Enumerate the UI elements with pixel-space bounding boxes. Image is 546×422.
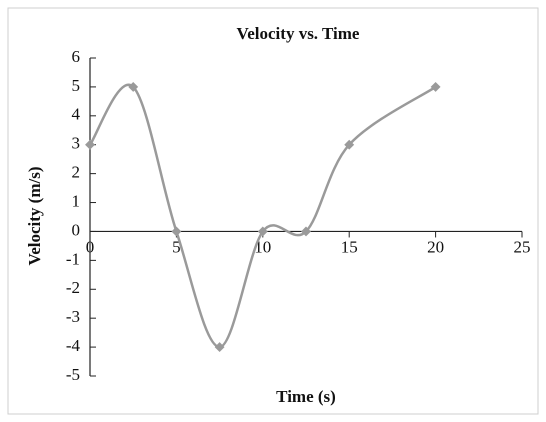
y-tick-label: -1 (66, 249, 80, 268)
marker (128, 81, 139, 92)
marker (301, 226, 311, 237)
y-tick-label: 6 (72, 47, 81, 66)
marker (171, 226, 182, 237)
y-tick-label: 5 (72, 76, 81, 95)
y-axis-label: Velocity (m/s) (25, 167, 44, 266)
x-tick-label: 25 (514, 237, 531, 256)
x-axis-label: Time (s) (276, 387, 336, 406)
chart-title: Velocity vs. Time (237, 24, 360, 43)
line (88, 83, 437, 349)
marker (344, 139, 355, 150)
y-tick-label: 4 (72, 105, 81, 124)
y-tick-label: 0 (72, 220, 81, 239)
y-tick-label: 1 (72, 191, 81, 210)
x-tick-label: 20 (427, 237, 444, 256)
y-tick-label: -3 (66, 307, 80, 326)
y-tick-label: -4 (66, 336, 81, 355)
y-tick-label: 2 (72, 163, 81, 182)
marker (214, 342, 225, 353)
x-tick-label: 0 (86, 237, 95, 256)
y-tick-label: -2 (66, 278, 80, 297)
marker (85, 139, 95, 150)
frame (7, 7, 539, 415)
y-tick-label: -5 (66, 365, 80, 384)
marker (257, 226, 268, 237)
x-tick-label: 15 (341, 237, 358, 256)
x-tick-label: 5 (172, 237, 181, 256)
y-tick-label: 3 (72, 134, 81, 153)
